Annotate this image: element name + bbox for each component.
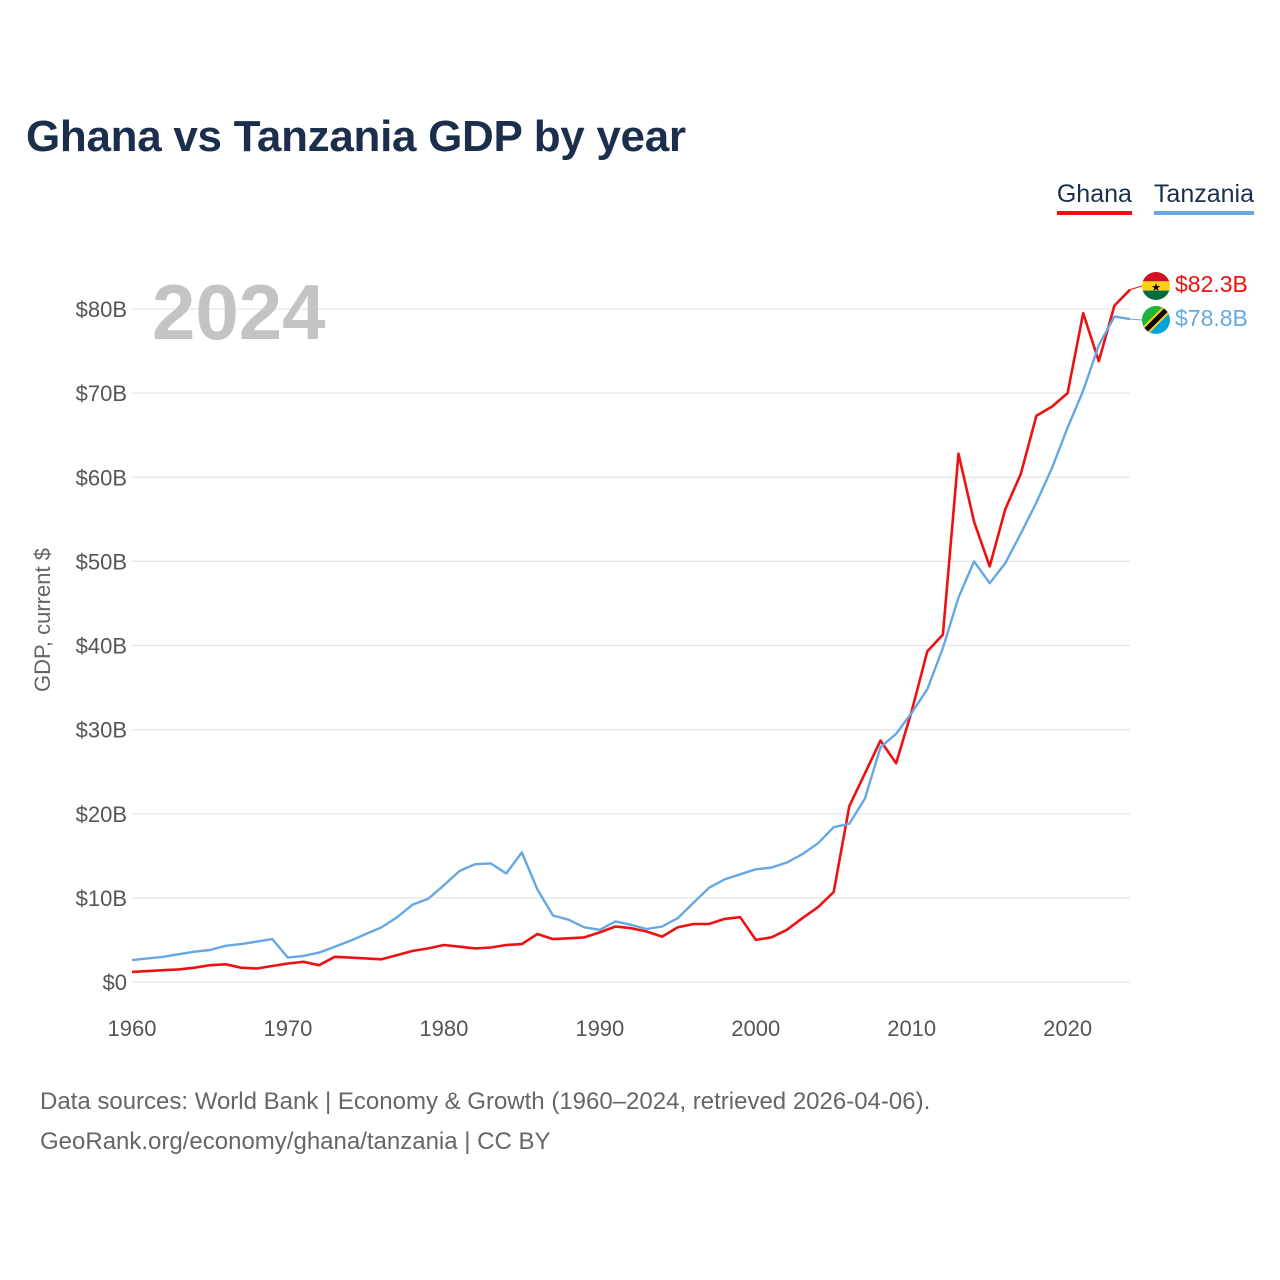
y-tick-label: $20B [76,802,127,827]
x-tick-label: 1980 [419,1016,468,1041]
y-tick-label: $60B [76,465,127,490]
legend-ghana[interactable]: Ghana [1056,180,1132,215]
ghana-leader-line [1129,285,1143,291]
y-tick-label: $70B [76,381,127,406]
y-tick-label: $80B [76,297,127,322]
y-tick-label: $50B [76,549,127,574]
ghana-flag-icon: ★ [1142,272,1170,300]
x-tick-label: 2000 [731,1016,780,1041]
chart-title: Ghana vs Tanzania GDP by year [26,112,686,161]
x-axis-ticks: 1960 1970 1980 1990 2000 2010 2020 [108,1016,1093,1041]
tanzania-leader-line [1129,318,1143,321]
year-display: 2024 [152,268,326,356]
x-tick-label: 1970 [263,1016,312,1041]
legend: Ghana Tanzania [1056,180,1254,215]
source-line-1: Data sources: World Bank | Economy & Gro… [40,1088,931,1115]
ghana-end-value: $82.3B [1175,271,1248,297]
x-tick-label: 2020 [1043,1016,1092,1041]
y-tick-label: $10B [76,886,127,911]
x-tick-label: 1960 [108,1016,157,1041]
tanzania-flag-icon [1142,306,1170,334]
y-tick-label: $0 [103,970,127,995]
series-lines [131,285,1143,974]
grid-lines [132,308,1130,983]
y-tick-label: $40B [76,634,127,659]
source-note: Data sources: World Bank | Economy & Gro… [40,1082,930,1162]
svg-text:★: ★ [1151,282,1161,294]
x-tick-label: 2010 [887,1016,936,1041]
y-axis-ticks: $0 $10B $20B $30B $40B $50B $60B $70B $80B [76,297,127,995]
y-axis-label: GDP, current $ [30,548,55,692]
tanzania-end-value: $78.8B [1175,305,1248,331]
ghana-line[interactable] [131,288,1131,974]
legend-tanzania[interactable]: Tanzania [1153,180,1254,215]
source-line-2: GeoRank.org/economy/ghana/tanzania | CC … [40,1128,551,1155]
y-tick-label: $30B [76,718,127,743]
tanzania-line[interactable] [131,315,1131,962]
x-tick-label: 1990 [575,1016,624,1041]
